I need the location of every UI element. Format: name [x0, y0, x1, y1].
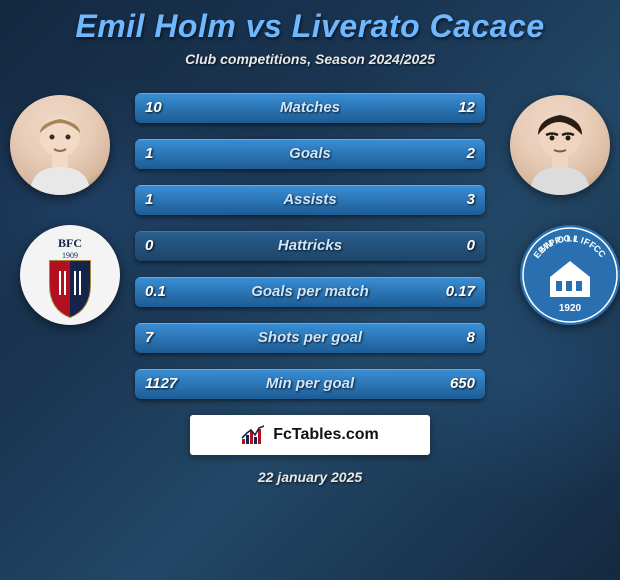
stat-label: Hattricks	[135, 231, 485, 261]
stat-fill-left	[135, 369, 356, 399]
stat-bars: Matches1012 Goals12 Assists13 Hattricks0 0 Go…	[135, 85, 485, 399]
stat-row: Shots per goal78	[135, 323, 485, 353]
stat-fill-right	[265, 277, 486, 307]
stat-row: Min per goal1127650	[135, 369, 485, 399]
stat-row: Goals12	[135, 139, 485, 169]
svg-text:BFC: BFC	[58, 236, 82, 250]
stat-value-left: 0	[145, 231, 153, 261]
stat-fill-right	[293, 93, 486, 123]
footer-brand-badge[interactable]: FcTables.com	[190, 415, 430, 455]
stat-row: Assists13	[135, 185, 485, 215]
stat-fill-right	[251, 139, 486, 169]
svg-text:1909: 1909	[62, 251, 78, 260]
stat-fill-left	[135, 277, 265, 307]
stat-row: Goals per match0.10.17	[135, 277, 485, 307]
stat-row: Hattricks0 0	[135, 231, 485, 261]
svg-text:1920: 1920	[559, 303, 582, 314]
comparison-title: Emil Holm vs Liverato Cacace	[0, 8, 620, 45]
club-right-crest: EMPOLI F.C. EMPOLI F.C. 1920	[520, 225, 620, 325]
footer-brand-text: FcTables.com	[273, 426, 379, 444]
stat-fill-right	[300, 323, 486, 353]
stat-fill-right	[223, 185, 486, 215]
stat-fill-left	[135, 323, 300, 353]
stat-row: Matches1012	[135, 93, 485, 123]
player-left-avatar	[10, 95, 110, 195]
stat-fill-right	[356, 369, 486, 399]
stat-fill-left	[135, 93, 293, 123]
stat-value-right: 0	[467, 231, 475, 261]
club-left-crest: BFC 1909	[20, 225, 120, 325]
comparison-subtitle: Club competitions, Season 2024/2025	[0, 51, 620, 67]
stat-fill-left	[135, 185, 223, 215]
comparison-date: 22 january 2025	[0, 469, 620, 485]
fctables-logo-icon	[241, 425, 267, 445]
stat-fill-left	[135, 139, 251, 169]
player-right-avatar	[510, 95, 610, 195]
